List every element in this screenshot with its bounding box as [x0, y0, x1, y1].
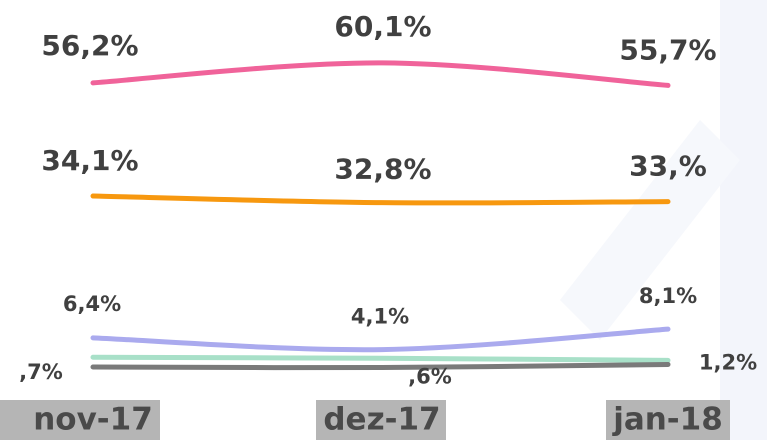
category-box: [0, 400, 160, 440]
data-label: 32,8%: [334, 153, 431, 186]
x-tick-label: nov-17: [33, 402, 153, 438]
line: [90, 354, 671, 363]
data-label: 6,4%: [63, 292, 121, 316]
data-label: 4,1%: [351, 305, 409, 329]
data-label: 34,1%: [41, 144, 138, 177]
line: [90, 361, 671, 371]
category-box: [606, 400, 730, 440]
data-label: ,7%: [19, 360, 63, 384]
data-label: ,6%: [408, 365, 452, 389]
data-label: 1,2%: [699, 350, 757, 374]
line: [90, 60, 671, 88]
data-label: 8,1%: [639, 284, 697, 308]
data-label: 60,1%: [334, 10, 431, 43]
category-box: [316, 400, 446, 440]
data-label: 56,2%: [41, 29, 138, 62]
x-tick-label: jan-18: [611, 402, 723, 438]
line: [90, 326, 671, 353]
x-tick-label: dez-17: [323, 402, 440, 438]
line: [90, 193, 671, 206]
data-label: 55,7%: [619, 33, 716, 66]
background-watermark: [560, 0, 767, 440]
data-label: 33,%: [629, 150, 707, 183]
